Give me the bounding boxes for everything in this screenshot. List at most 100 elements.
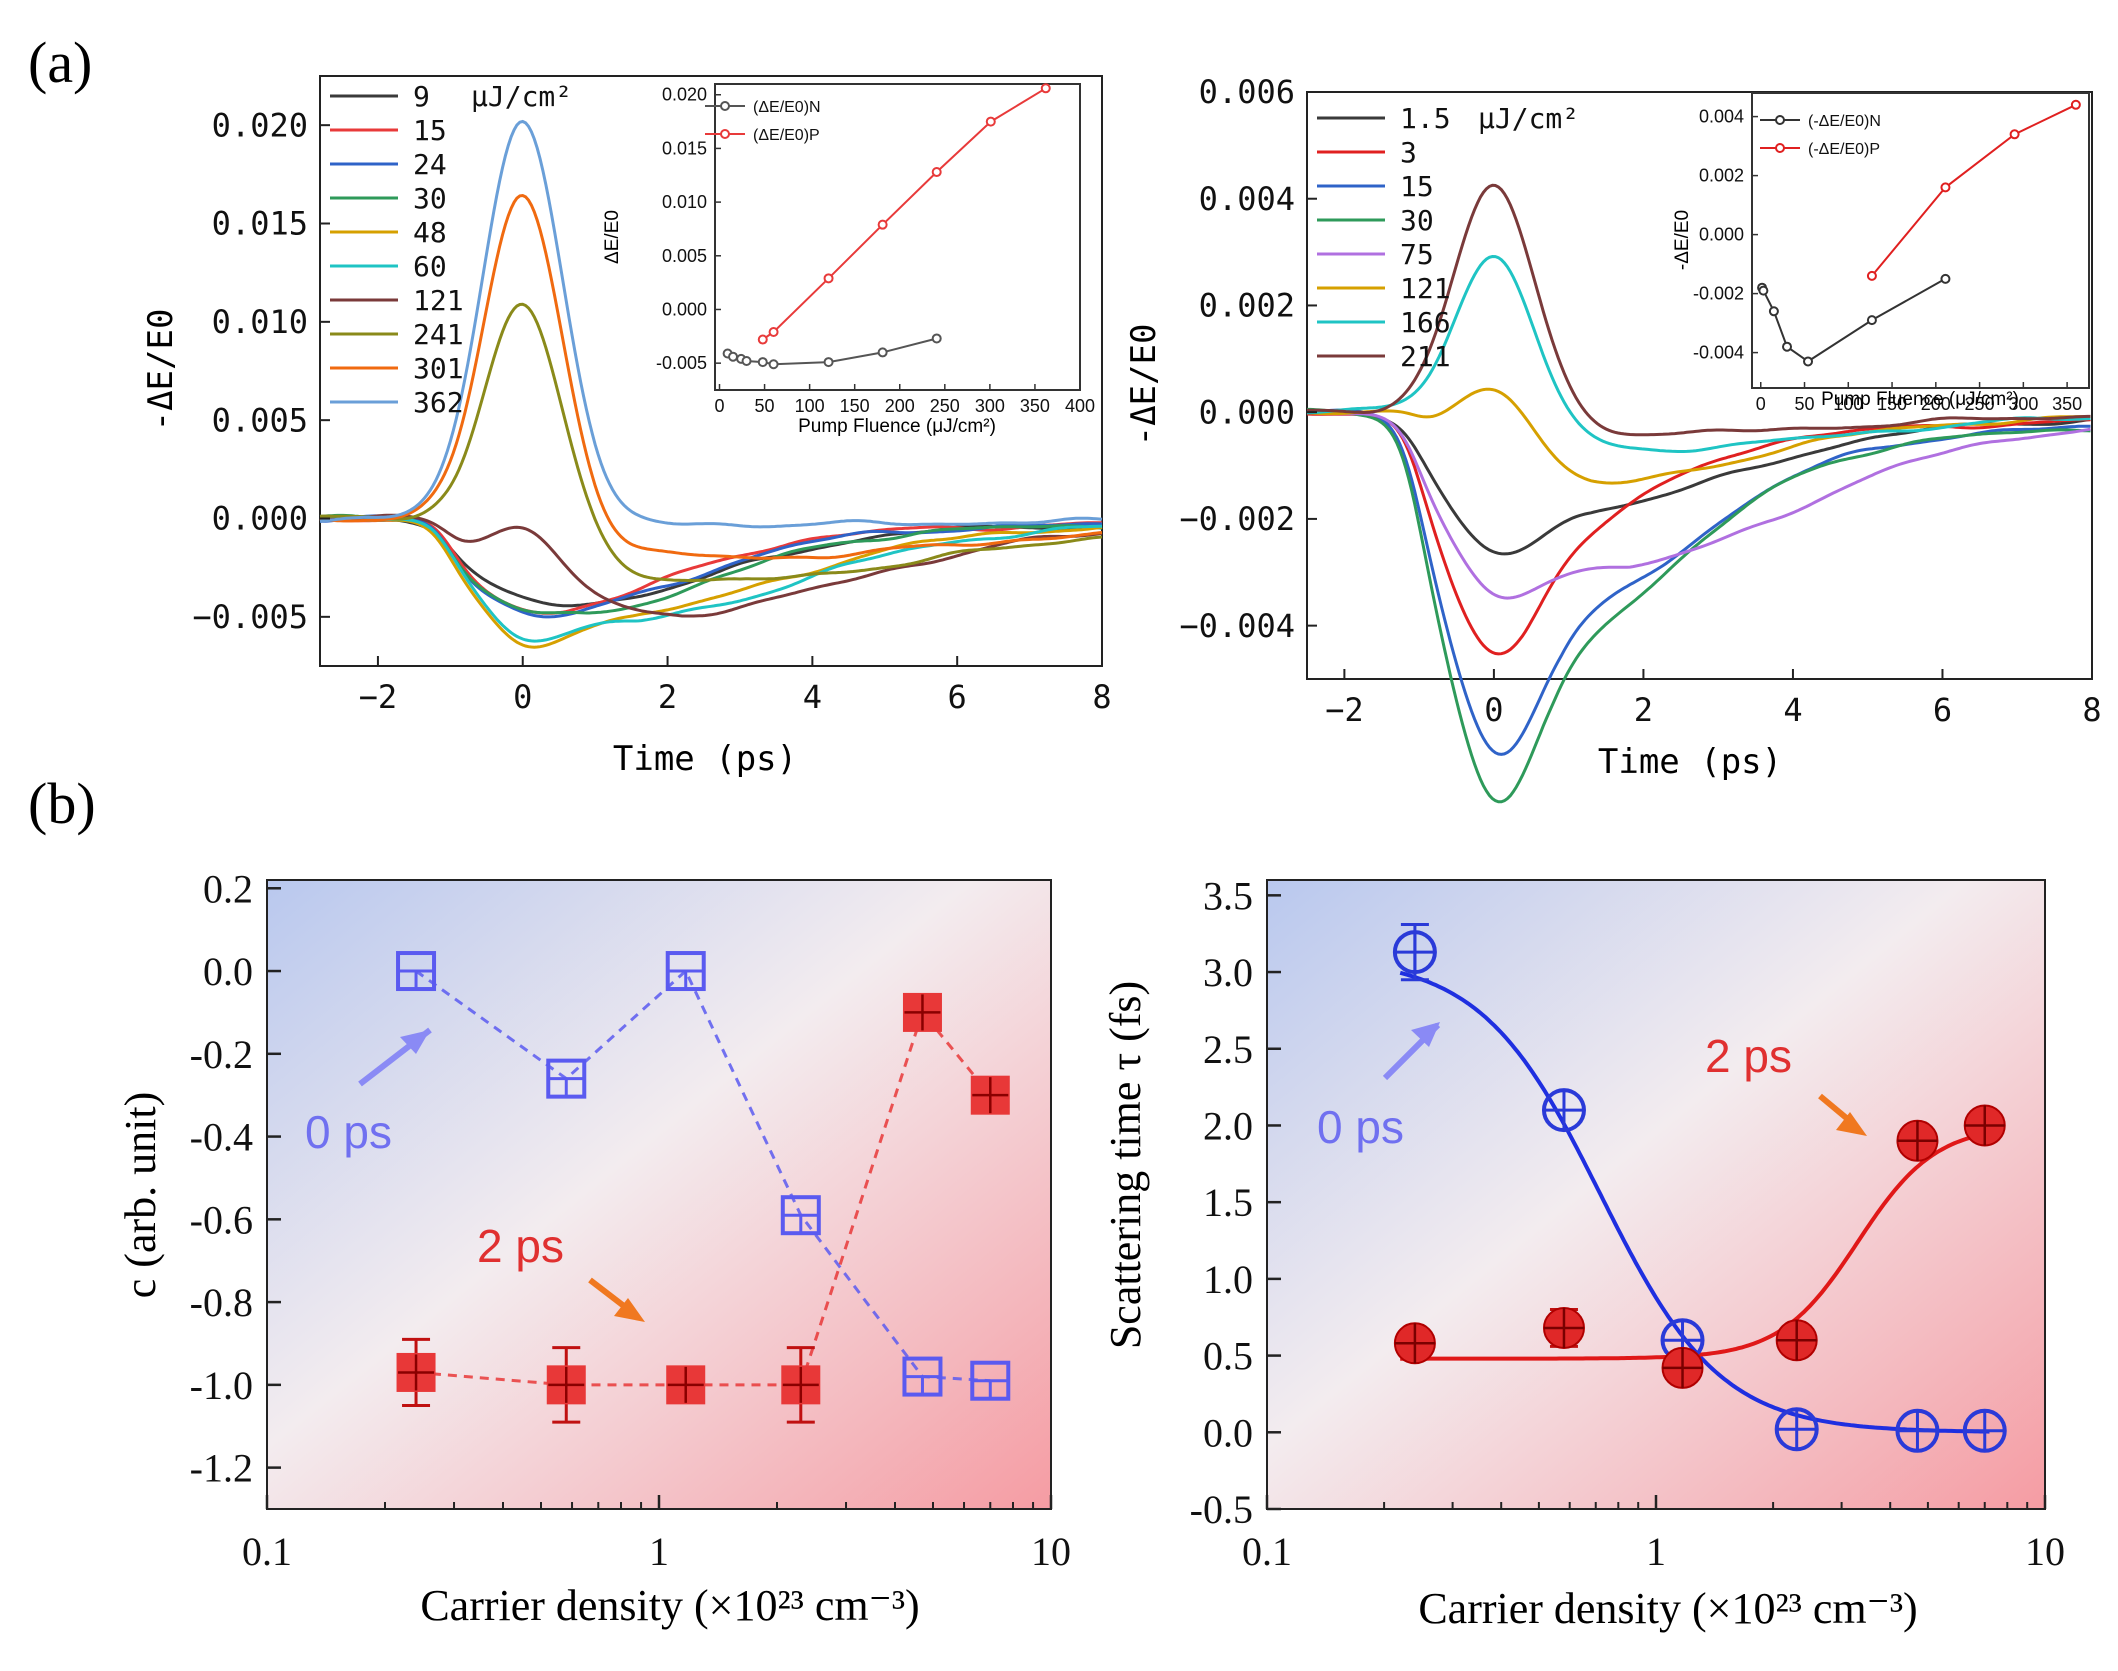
inset-point [1768, 306, 1779, 317]
y-tick-label: -0.2 [190, 1032, 253, 1077]
inset: 0 50 100 150 200 250 300 350 -0.004 -0.002 0.000 0.… [1672, 92, 2090, 414]
legend-entry: 301 [413, 352, 464, 385]
y-tick-label: 0.015 [212, 205, 308, 243]
inset-x-tick-label: 300 [975, 396, 1005, 416]
x-tick-label: 10 [1031, 1529, 1071, 1574]
y-tick-label: 2.0 [1203, 1103, 1253, 1148]
transient-curves [319, 119, 1103, 649]
x-tick-label: 0.1 [242, 1529, 292, 1574]
inset-legend-entry: (ΔE/E0)N [753, 99, 821, 116]
inset-x-tick-label: 0 [1756, 394, 1766, 414]
inset-x-axis-label: Pump Fluence (μJ/cm²) [798, 416, 996, 437]
inset-legend-marker [1775, 143, 1785, 153]
y-tick-label: 0.002 [1199, 287, 1295, 325]
x-tick-label: 4 [803, 678, 822, 716]
inset-point [1758, 285, 1769, 296]
y-tick-label: 0.5 [1203, 1334, 1253, 1379]
y-tick-label: 0.020 [212, 106, 308, 144]
x-axis-label: Carrier density (×10²³ cm⁻³) [420, 1581, 919, 1630]
y-tick-label: 0.006 [1199, 73, 1295, 111]
inset-point [1940, 182, 1951, 193]
transient-curves [1306, 183, 2091, 804]
x-tick-label: 0 [1484, 691, 1503, 729]
inset-point [1803, 356, 1814, 367]
inset-plot: 0 50 100 150 200 250 300 350 400 -0.005 0.000 0.005… [656, 83, 1095, 416]
inset-legend-entry: (ΔE/E0)P [753, 127, 820, 144]
series-line-75 [1306, 411, 2091, 600]
inset-x-tick-label: 150 [1877, 394, 1907, 414]
inset-point [1040, 83, 1051, 94]
axes: 0.1 1 10 -0.5 0.0 0.5 1.0 1.5 2.0 2.5 3.0 3.5 [1190, 873, 2065, 1574]
legend-entry: 75 [1400, 238, 1434, 271]
x-tick-label: 10 [2025, 1529, 2065, 1574]
inset-point [931, 333, 942, 344]
legend-entry: 121 [1400, 272, 1451, 305]
inset-point [2009, 129, 2020, 140]
y-tick-label: 0.0 [203, 949, 253, 994]
y-tick-label: -0.6 [190, 1197, 253, 1242]
y-tick-label: −0.004 [1179, 607, 1295, 645]
legend-entry: 3 [1400, 136, 1417, 169]
x-axis-label: Carrier density (×10²³ cm⁻³) [1418, 1584, 1917, 1633]
y-tick-label: -0.8 [190, 1280, 253, 1325]
x-tick-label: −2 [359, 678, 398, 716]
panel-label-a: (a) [28, 30, 92, 95]
y-tick-label: 0.000 [212, 500, 308, 538]
inset-legend-entry: (-ΔE/E0)P [1808, 141, 1880, 158]
inset-series-line [1871, 103, 2077, 277]
series-line-211 [1307, 183, 2091, 437]
inset-point [877, 219, 888, 230]
inset-x-tick-label: 200 [885, 396, 915, 416]
inset-legend-entry: (-ΔE/E0)N [1808, 113, 1881, 130]
annotation-2ps: 2 ps [1705, 1030, 1792, 1082]
series-dashed-line [415, 1009, 992, 1387]
inset-legend-marker [1775, 115, 1785, 125]
inset-point [985, 116, 996, 127]
inset-point [823, 357, 834, 368]
inset-point [1782, 341, 1793, 352]
y-tick-label: 0.0 [1203, 1410, 1253, 1455]
data-markers [1392, 922, 2007, 1453]
legend-entry: 30 [1400, 204, 1434, 237]
x-tick-label: 2 [1634, 691, 1653, 729]
inset-x-tick-label: 250 [1965, 394, 1995, 414]
y-tick-label: 0.004 [1199, 180, 1295, 218]
arrowhead-icon [1411, 1022, 1440, 1047]
inset-x-tick-label: 350 [2052, 394, 2082, 414]
y-tick-label: −0.002 [1179, 500, 1295, 538]
annotation-0ps: 0 ps [305, 1106, 392, 1158]
y-tick-label: 3.0 [1203, 950, 1253, 995]
y-tick-label: -0.4 [190, 1115, 253, 1160]
inset-x-tick-label: 0 [714, 396, 724, 416]
x-tick-label: 6 [1933, 691, 1952, 729]
legend-entry: 1.5 [1400, 102, 1451, 135]
annotation-2ps: 2 ps [477, 1220, 564, 1272]
axes: −2 0 2 4 6 8 −0.004 −0.002 0.000 0.002 0.004 0.006 [1179, 73, 2101, 729]
inset-x-tick-label: 50 [1795, 394, 1815, 414]
x-tick-label: 0 [513, 678, 532, 716]
legend-entry: 15 [1400, 170, 1434, 203]
inset-frame [1751, 92, 2090, 389]
inset-y-tick-label: -0.004 [1693, 343, 1744, 363]
inset-x-tick-label: 350 [1020, 396, 1050, 416]
y-tick-label: -0.5 [1190, 1487, 1253, 1532]
inset-point [877, 347, 888, 358]
legend-unit: μJ/cm² [471, 80, 572, 113]
inset-point [931, 167, 942, 178]
panel-label-b: (b) [28, 771, 96, 836]
inset-x-tick-label: 250 [930, 396, 960, 416]
inset-point [768, 327, 779, 338]
y-tick-label: 2.5 [1203, 1027, 1253, 1072]
inset-x-tick-label: 200 [1921, 394, 1951, 414]
series-line-301 [319, 193, 1103, 560]
x-tick-label: −2 [1325, 691, 1364, 729]
legend-entry: 30 [413, 182, 447, 215]
series-line-3 [1306, 412, 2091, 656]
inset-point [2070, 99, 2081, 110]
legend-entry: 15 [413, 114, 447, 147]
plot-background [1267, 880, 2045, 1509]
legend-entry: 241 [413, 318, 464, 351]
